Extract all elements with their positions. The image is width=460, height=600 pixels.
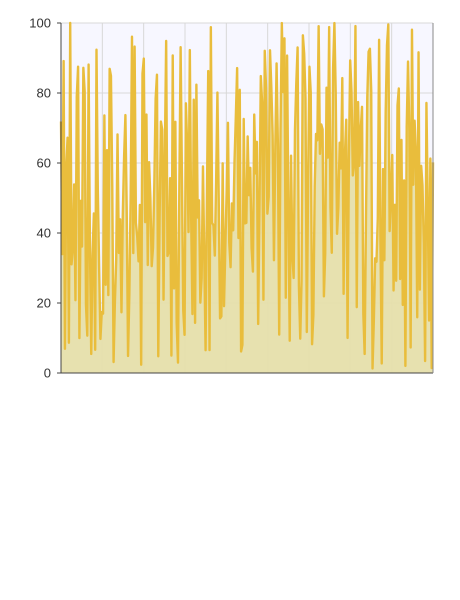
y-tick-label: 100	[29, 16, 51, 31]
y-tick-label: 40	[37, 226, 51, 241]
series-layer	[59, 21, 435, 373]
y-tick-label: 80	[37, 86, 51, 101]
series-line	[59, 21, 435, 370]
axes	[60, 23, 434, 374]
y-tick-label: 20	[37, 296, 51, 311]
y-tick-label: 60	[37, 156, 51, 171]
y-axis-ticks: 0 20 40 60 80 100	[29, 16, 61, 381]
y-tick-label: 0	[44, 366, 51, 381]
